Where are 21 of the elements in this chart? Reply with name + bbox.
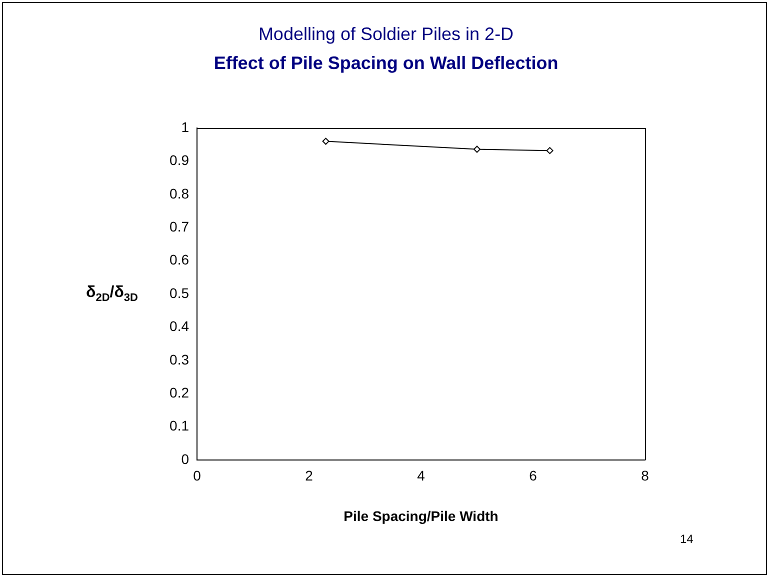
- x-tick-label: 8: [641, 467, 650, 484]
- y-tick-label: 0.9: [170, 152, 190, 168]
- y-tick-label: 0.7: [170, 218, 190, 234]
- y-tick-label: 0.5: [170, 284, 190, 301]
- y-tick-label: 0: [181, 450, 190, 467]
- y-tick-label: 0.2: [170, 384, 190, 400]
- x-tick-label: 6: [529, 467, 538, 484]
- y-tick-label: 0.8: [170, 185, 190, 202]
- x-tick-label: 4: [417, 467, 426, 484]
- y-tick-label: 0.6: [170, 252, 190, 268]
- x-tick-label: 0: [193, 467, 202, 484]
- y-tick-label: 0.1: [170, 418, 190, 434]
- text: 14: [680, 532, 694, 546]
- y-tick-label: 0.3: [170, 351, 190, 368]
- chart-title: Modelling of Soldier Piles in 2-D: [257, 24, 515, 45]
- x-axis-title: Pile Spacing/Pile Width: [342, 508, 500, 524]
- y-tick-label: 0.4: [170, 318, 190, 334]
- y-axis-title: δ$_{2D}$/δ$_{3D}$: [85, 283, 139, 306]
- chart-subtitle: Effect of Pile Spacing on Wall Deflection: [212, 53, 560, 74]
- x-tick-label: 2: [305, 467, 314, 484]
- y-tick-label: 1: [181, 118, 190, 135]
